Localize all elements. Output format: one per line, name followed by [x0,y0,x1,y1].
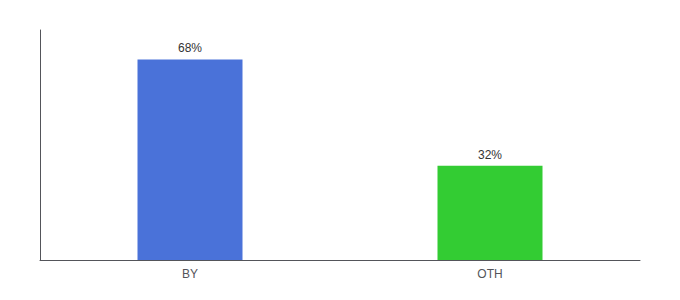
svg-text:68%: 68% [178,41,202,55]
svg-text:32%: 32% [478,148,502,162]
svg-text:OTH: OTH [477,267,502,281]
svg-text:BY: BY [182,267,198,281]
